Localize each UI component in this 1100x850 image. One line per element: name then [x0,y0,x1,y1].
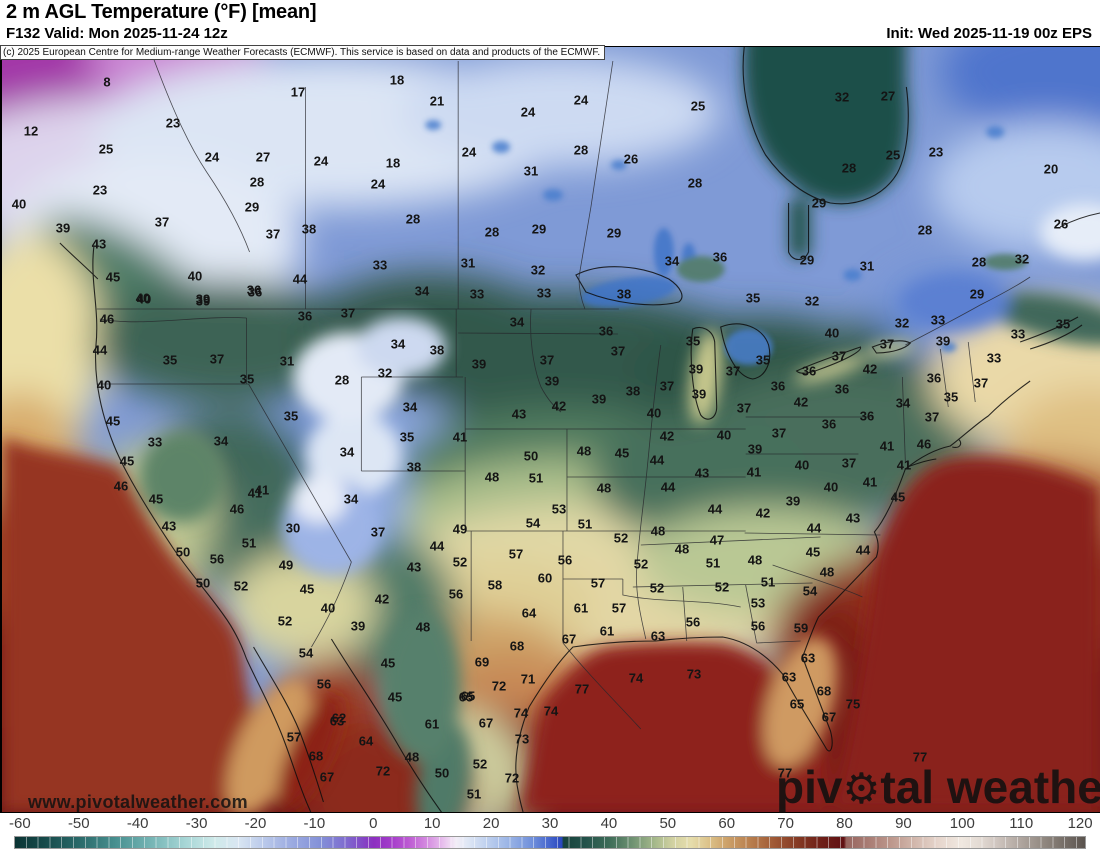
colorbar-tick-label: 100 [949,815,975,832]
colorbar-tick-row: -60 -50 -40 -30 -20 -10 0 10 20 30 40 50 60 70 80 90 100… [9,815,1093,834]
colorbar-tick-label: 110 [1009,815,1034,832]
temperature-map-canvas [0,46,1100,813]
colorbar-tick-label: -30 [185,815,208,832]
temperature-colorbar [14,836,1086,849]
forecast-valid-label: F132 Valid: Mon 2025-11-24 12z [6,25,228,42]
colorbar-tick-label: 40 [600,815,618,832]
lakes-layer [425,120,1028,365]
colorbar-tick-label: 0 [369,815,378,832]
copyright-notice: (c) 2025 European Centre for Medium-rang… [0,45,606,60]
colorbar-tick-label: -20 [244,815,267,832]
site-url-watermark: www.pivotalweather.com [28,792,248,812]
pivotal-weather-logo: piv⚙tal weather [776,760,1100,814]
temp-field-features [2,47,1100,812]
colorbar-tick-label: 30 [541,815,559,832]
colorbar-tick-label: -50 [67,815,90,832]
borders-layer [96,58,1031,730]
colorbar-tick-label: 120 [1067,815,1093,832]
colorbar-tick-label: 70 [777,815,794,832]
colorbar-tick-label: 80 [836,815,853,832]
page-title: 2 m AGL Temperature (°F) [mean] [6,1,317,23]
colorbar-tick-label: 50 [659,815,677,832]
colorbar-tick-label: -40 [126,815,149,832]
temperature-field-svg [2,47,1100,812]
gear-icon: ⚙ [842,764,881,813]
header: 2 m AGL Temperature (°F) [mean] F132 Val… [0,0,1100,46]
colorbar-tick-label: 60 [718,815,736,832]
colorbar-tick-label: -60 [9,815,31,832]
colorbar-tick-label: -10 [303,815,326,832]
coastlines-layer [59,47,1100,812]
colorbar-tick-label: 20 [482,815,500,832]
colorbar-tick-label: 90 [895,815,912,832]
logo-text-right: tal weather [880,761,1100,813]
logo-text-left: piv [776,761,843,813]
color-scale-footer: -60 -50 -40 -30 -20 -10 0 10 20 30 40 50 60 70 80 90 100… [0,813,1100,850]
colorbar-segments [15,837,1085,848]
model-init-label: Init: Wed 2025-11-19 00z EPS [886,25,1092,42]
colorbar-tick-label: 10 [423,815,441,832]
